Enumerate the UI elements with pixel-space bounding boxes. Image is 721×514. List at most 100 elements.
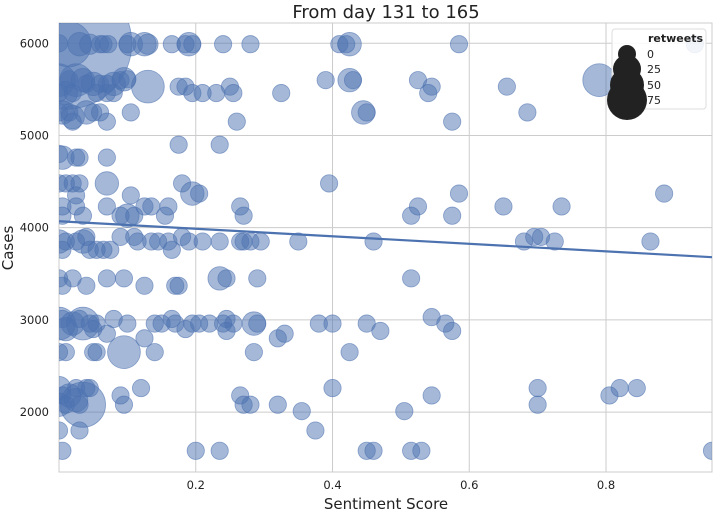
data-point <box>87 343 106 362</box>
data-point <box>241 35 260 54</box>
data-point <box>641 232 660 251</box>
regression-line <box>59 220 712 259</box>
data-point <box>528 379 547 398</box>
data-point <box>357 103 376 122</box>
data-point <box>70 421 89 440</box>
points-group <box>59 23 712 460</box>
data-point <box>268 395 287 414</box>
data-point <box>306 421 325 440</box>
data-point <box>59 421 69 440</box>
data-point <box>63 84 82 103</box>
data-point <box>234 206 253 225</box>
data-point <box>528 395 547 414</box>
data-point <box>59 441 72 460</box>
data-point <box>422 386 441 405</box>
data-point <box>121 103 140 122</box>
data-point <box>135 276 154 295</box>
data-point <box>610 379 629 398</box>
data-point <box>323 314 342 333</box>
data-point <box>94 171 120 196</box>
data-point <box>241 395 260 414</box>
data-point <box>217 321 236 340</box>
data-point <box>248 269 267 288</box>
data-point <box>183 35 202 54</box>
data-point <box>210 135 229 154</box>
data-point <box>214 35 233 54</box>
data-point <box>443 206 462 225</box>
data-point <box>125 206 144 225</box>
data-point <box>97 112 116 131</box>
data-point <box>97 324 116 343</box>
data-point <box>210 232 229 251</box>
data-point <box>137 33 159 55</box>
data-point <box>132 379 151 398</box>
y-tick-label: 5000 <box>20 128 49 142</box>
x-tick-label: 0.2 <box>187 478 205 492</box>
data-point <box>337 32 362 57</box>
data-point <box>422 77 441 96</box>
data-point <box>104 84 123 103</box>
data-point <box>118 314 137 333</box>
data-point <box>443 112 462 131</box>
data-point <box>162 240 181 259</box>
y-tick-label: 6000 <box>20 36 49 50</box>
data-point <box>702 441 712 460</box>
data-point <box>169 135 188 154</box>
data-point <box>443 321 462 340</box>
data-point <box>135 329 154 348</box>
y-tick-label: 3000 <box>20 313 49 327</box>
x-tick-label: 0.6 <box>460 478 478 492</box>
data-point <box>494 197 513 216</box>
data-point <box>114 395 134 414</box>
data-point <box>518 103 537 122</box>
data-point <box>275 324 294 343</box>
data-point <box>169 276 188 295</box>
y-tick-label: 4000 <box>20 221 49 235</box>
data-point <box>545 232 564 251</box>
data-point <box>97 197 116 216</box>
data-point <box>114 269 134 288</box>
data-point <box>449 184 469 203</box>
data-point <box>186 441 205 460</box>
x-tick-label: 0.4 <box>323 478 341 492</box>
data-point <box>59 381 106 428</box>
data-point <box>412 441 431 460</box>
data-point <box>248 314 267 333</box>
data-point <box>552 197 571 216</box>
data-point <box>371 321 390 340</box>
data-point <box>77 276 96 295</box>
plot-area: 0.2 0.4 0.6 0.8 2000 3000 4000 5000 6000 <box>20 22 713 492</box>
data-point <box>131 69 165 104</box>
data-point <box>193 232 212 251</box>
data-point <box>323 379 342 398</box>
data-point <box>272 84 291 103</box>
legend-label: 25 <box>647 63 661 76</box>
data-point <box>99 35 118 54</box>
data-point <box>395 402 414 421</box>
y-axis-label: Cases <box>0 226 17 271</box>
data-point <box>210 441 229 460</box>
legend-title: retweets <box>648 32 703 45</box>
y-tick-label: 2000 <box>20 405 49 419</box>
chart-title: From day 131 to 165 <box>292 2 479 23</box>
legend-label: 50 <box>647 79 661 92</box>
data-point <box>292 402 311 421</box>
data-point <box>364 441 383 460</box>
x-tick-label: 0.8 <box>597 478 615 492</box>
data-point <box>402 269 421 288</box>
data-point <box>343 71 363 90</box>
data-point <box>155 206 175 225</box>
data-point <box>97 148 116 167</box>
data-point <box>627 379 646 398</box>
data-point <box>320 174 339 193</box>
x-axis-label: Sentiment Score <box>324 495 448 513</box>
data-point <box>316 71 335 90</box>
data-point <box>70 148 89 167</box>
data-point <box>655 184 674 203</box>
data-point <box>497 77 516 96</box>
data-point <box>364 232 383 251</box>
data-point <box>59 343 75 362</box>
data-point <box>145 343 164 362</box>
data-point <box>340 343 359 362</box>
